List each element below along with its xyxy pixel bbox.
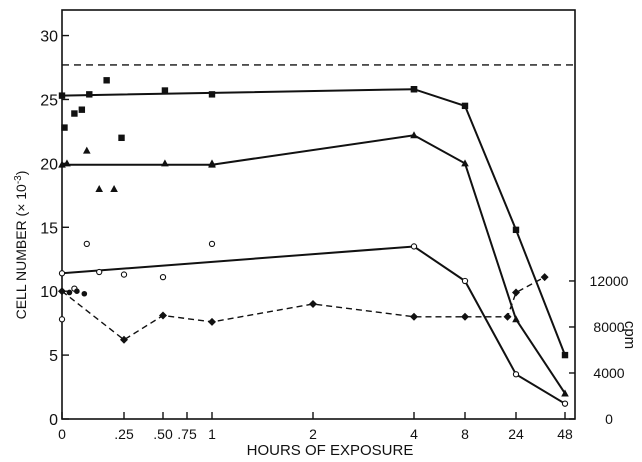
- y2-tick-label: 0: [605, 411, 613, 427]
- x-tick-label: 0: [58, 426, 66, 442]
- square-marker: [71, 110, 78, 117]
- y2-tick-label: 8000: [593, 319, 624, 335]
- diamond-marker: [540, 273, 549, 282]
- square-marker: [78, 106, 86, 113]
- diamond-marker: [120, 335, 128, 344]
- triangle-marker: [512, 315, 520, 323]
- y2-tick-label: 12000: [590, 273, 629, 289]
- y-axis-label: CELL NUMBER (× 10-3): [13, 171, 29, 320]
- y-tick-label: 15: [40, 220, 58, 237]
- diamond-marker: [410, 312, 418, 321]
- triangle-series-line: [62, 134, 566, 394]
- open-circle-marker: [58, 270, 66, 277]
- square-marker: [58, 92, 66, 99]
- y-tick-label: 5: [49, 348, 58, 365]
- square-marker: [561, 351, 569, 359]
- diamond-marker: [503, 312, 512, 321]
- triangle-marker: [410, 131, 418, 139]
- square-marker: [410, 86, 418, 93]
- square-marker: [161, 87, 169, 94]
- diamond-series-line: [61, 276, 546, 341]
- plot-frame: [61, 9, 576, 420]
- square-marker: [461, 102, 469, 110]
- x-tick-label: 48: [557, 426, 573, 442]
- diamond-marker: [309, 299, 317, 308]
- y-tick-label: 10: [40, 284, 58, 301]
- open-circle-marker: [83, 240, 90, 248]
- open-circle-marker: [208, 240, 216, 248]
- x-tick-label: .75: [177, 426, 197, 442]
- triangle-marker: [208, 159, 216, 167]
- diamond-marker: [461, 312, 469, 321]
- square-marker: [512, 226, 520, 234]
- square-series-line: [61, 88, 566, 356]
- x-tick-label: 2: [309, 426, 317, 442]
- open-circle-marker: [58, 316, 66, 323]
- triangle-marker: [561, 389, 569, 397]
- filled-circle-marker: [81, 290, 88, 297]
- triangle-marker: [161, 159, 169, 167]
- filled-circle-marker: [66, 289, 73, 296]
- triangle-marker: [83, 146, 91, 154]
- square-marker: [208, 91, 216, 98]
- x-tick-label: 4: [410, 426, 418, 442]
- y-tick-label: 30: [40, 29, 58, 46]
- axes-layer: 0.25.50.75 1 2 4 8 24 480510152025300400080001…: [40, 9, 629, 442]
- open-circle-marker: [410, 243, 418, 250]
- x-tick-label: .25: [114, 426, 134, 442]
- y-tick-label: 25: [40, 92, 58, 109]
- x-tick-label: 24: [508, 426, 524, 442]
- data-layer: [58, 64, 575, 407]
- diamond-marker: [159, 311, 167, 320]
- open-circle-marker: [96, 268, 103, 276]
- filled-circle-marker: [74, 288, 80, 294]
- y2-axis-label: cpm: [621, 321, 638, 349]
- diamond-marker: [58, 287, 66, 296]
- y-tick-label: 0: [49, 412, 58, 429]
- circle-open-series-line: [61, 245, 566, 405]
- open-circle-marker: [461, 277, 469, 285]
- diamond-marker: [208, 317, 216, 326]
- y2-tick-label: 4000: [593, 365, 624, 381]
- open-circle-marker: [561, 400, 569, 407]
- open-circle-marker: [159, 273, 167, 281]
- open-circle-marker: [120, 271, 128, 278]
- triangle-marker: [95, 184, 103, 192]
- y-tick-label: 20: [40, 156, 58, 173]
- triangle-marker: [461, 159, 469, 167]
- x-tick-label: 8: [461, 426, 469, 442]
- square-marker: [118, 134, 125, 142]
- diamond-marker: [512, 288, 520, 297]
- square-marker: [61, 124, 68, 131]
- square-marker: [103, 77, 110, 84]
- triangle-marker: [110, 184, 118, 192]
- open-circle-marker: [512, 371, 520, 378]
- square-marker: [86, 91, 93, 98]
- x-axis-label: HOURS OF EXPOSURE: [247, 442, 414, 459]
- x-tick-label: .50: [153, 426, 173, 442]
- x-tick-label: 1: [208, 426, 216, 442]
- triangle-marker: [63, 159, 71, 167]
